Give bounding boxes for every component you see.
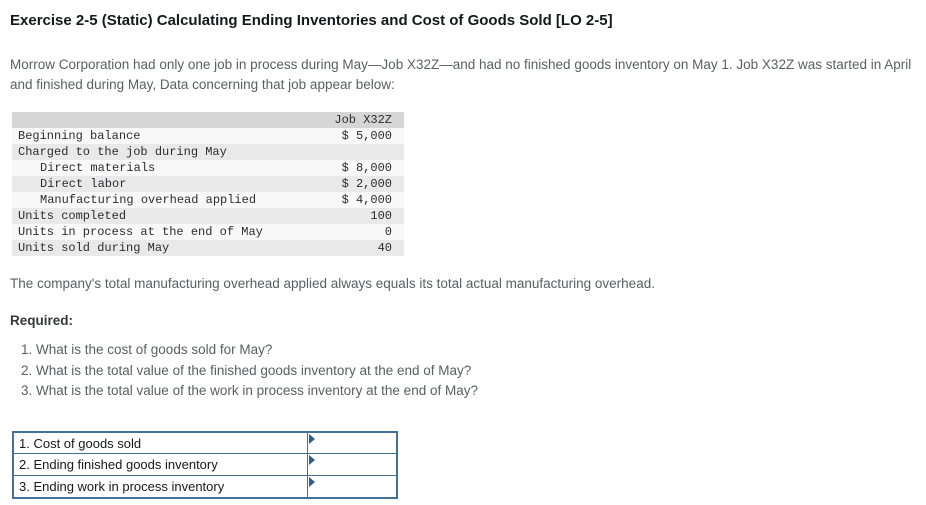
question-item: What is the total value of the work in p… — [36, 381, 916, 401]
row-label: Units sold during May — [12, 240, 312, 257]
row-value: $ 5,000 — [312, 128, 404, 145]
table-row: Units in process at the end of May 0 — [12, 224, 404, 241]
data-table-header-cell: Job X32Z — [312, 112, 404, 129]
answer-row: 3. Ending work in process inventory — [12, 475, 398, 499]
table-row: Beginning balance $ 5,000 — [12, 128, 404, 145]
row-label: Units completed — [12, 208, 312, 225]
intro-paragraph: Morrow Corporation had only one job in p… — [10, 57, 912, 92]
row-value — [312, 144, 404, 161]
answer-input-cogs[interactable] — [307, 432, 396, 454]
row-value: 40 — [312, 240, 404, 257]
table-row: Units completed 100 — [12, 208, 404, 225]
answer-row-label: 3. Ending work in process inventory — [12, 475, 308, 499]
question-list: What is the cost of goods sold for May? … — [10, 340, 916, 401]
row-value: $ 8,000 — [312, 160, 404, 177]
note-paragraph: The company's total manufacturing overhe… — [10, 276, 655, 292]
answer-table: 1. Cost of goods sold 2. Ending finished… — [12, 430, 398, 499]
data-table-header-row: Job X32Z — [12, 112, 404, 129]
row-value: 0 — [312, 224, 404, 241]
answer-row-label: 1. Cost of goods sold — [12, 431, 308, 455]
table-row: Manufacturing overhead applied $ 4,000 — [12, 192, 404, 209]
answer-cell-cogs[interactable] — [306, 431, 398, 455]
job-data-table: Job X32Z Beginning balance $ 5,000 Charg… — [12, 112, 404, 257]
row-value: $ 2,000 — [312, 176, 404, 193]
data-table-corner-cell — [12, 112, 312, 129]
table-row: Direct materials $ 8,000 — [12, 160, 404, 177]
row-value: $ 4,000 — [312, 192, 404, 209]
row-label: Units in process at the end of May — [12, 224, 312, 241]
answer-row: 2. Ending finished goods inventory — [12, 453, 398, 477]
table-row: Direct labor $ 2,000 — [12, 176, 404, 193]
required-heading: Required: — [10, 313, 74, 329]
answer-cell-wip[interactable] — [306, 475, 398, 499]
answer-input-wip[interactable] — [307, 476, 396, 497]
answer-row-label: 2. Ending finished goods inventory — [12, 453, 308, 477]
table-row: Charged to the job during May — [12, 144, 404, 161]
row-label: Beginning balance — [12, 128, 312, 145]
answer-input-finished-goods[interactable] — [307, 454, 396, 476]
answer-cell-finished-goods[interactable] — [306, 453, 398, 477]
page-title: Exercise 2-5 (Static) Calculating Ending… — [10, 12, 613, 29]
row-label: Charged to the job during May — [12, 144, 312, 161]
row-label: Manufacturing overhead applied — [12, 192, 312, 209]
table-row: Units sold during May 40 — [12, 240, 404, 257]
row-label: Direct labor — [12, 176, 312, 193]
row-label: Direct materials — [12, 160, 312, 177]
question-item: What is the total value of the finished … — [36, 361, 916, 381]
row-value: 100 — [312, 208, 404, 225]
answer-row: 1. Cost of goods sold — [12, 431, 398, 455]
question-item: What is the cost of goods sold for May? — [36, 340, 916, 360]
